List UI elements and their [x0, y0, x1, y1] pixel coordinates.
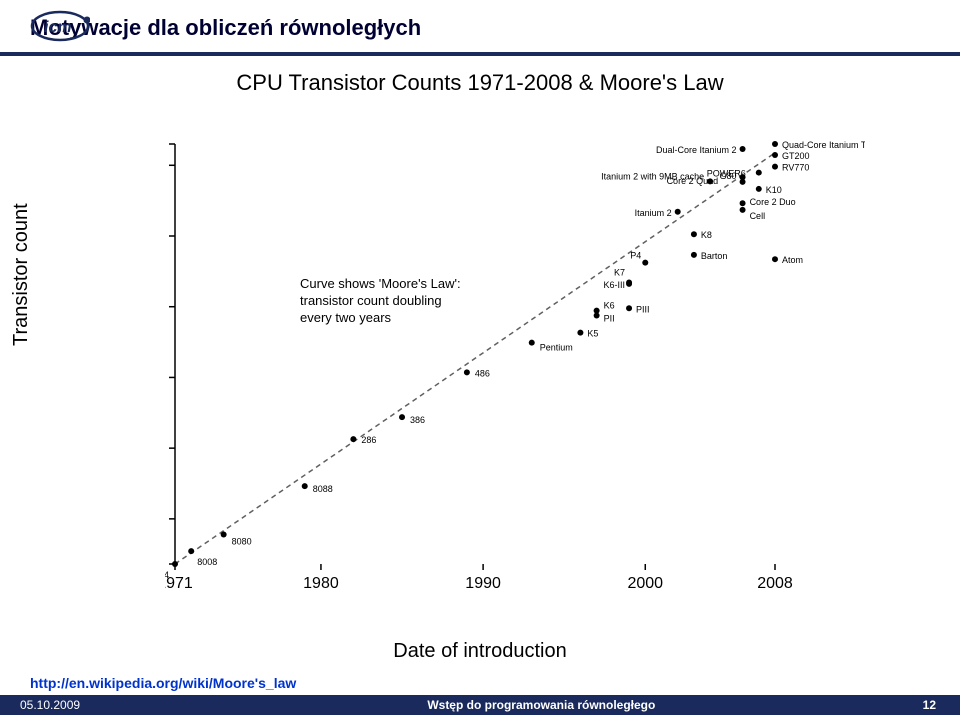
svg-text:K6-III: K6-III — [604, 280, 626, 290]
svg-text:1971: 1971 — [165, 575, 193, 592]
svg-text:RV770: RV770 — [782, 163, 809, 173]
slide-header: Motywacje dla obliczeń równoległych icm — [0, 0, 960, 56]
svg-text:PIII: PIII — [636, 304, 650, 314]
slide-title: Motywacje dla obliczeń równoległych — [0, 15, 960, 41]
svg-text:2008: 2008 — [757, 575, 793, 592]
svg-text:GT200: GT200 — [782, 151, 810, 161]
svg-text:386: 386 — [410, 415, 425, 425]
svg-text:K10: K10 — [766, 185, 782, 195]
svg-text:8088: 8088 — [313, 484, 333, 494]
svg-text:Cell: Cell — [750, 211, 766, 221]
svg-text:P4: P4 — [630, 251, 641, 261]
svg-text:K6: K6 — [604, 301, 615, 311]
svg-text:PII: PII — [604, 314, 615, 324]
svg-text:8008: 8008 — [197, 557, 217, 567]
y-axis-label: Transistor count — [10, 203, 33, 346]
svg-text:icm: icm — [44, 19, 72, 36]
footer-center: Wstęp do programowania równoległego — [160, 698, 923, 712]
svg-text:K5: K5 — [587, 329, 598, 339]
svg-text:POWER6: POWER6 — [707, 169, 746, 179]
footer-page: 12 — [923, 698, 960, 712]
svg-text:286: 286 — [361, 435, 376, 445]
svg-text:Itanium 2 with 9MB cache: Itanium 2 with 9MB cache — [601, 171, 704, 181]
svg-text:1980: 1980 — [303, 575, 339, 592]
chart-title: CPU Transistor Counts 1971-2008 & Moore'… — [0, 70, 960, 96]
footer-date: 05.10.2009 — [0, 698, 160, 712]
plot-svg: 2,30010,000100,0001,000,00010,000,000100… — [165, 134, 865, 604]
svg-text:Atom: Atom — [782, 255, 803, 265]
svg-text:Dual-Core Itanium 2: Dual-Core Itanium 2 — [656, 145, 737, 155]
svg-text:K8: K8 — [701, 230, 712, 240]
slide-footer: 05.10.2009 Wstęp do programowania równol… — [0, 695, 960, 715]
svg-text:8080: 8080 — [232, 537, 252, 547]
svg-text:1990: 1990 — [465, 575, 501, 592]
note-box: Curve shows 'Moore's Law':transistor cou… — [300, 276, 461, 327]
svg-text:4004: 4004 — [165, 570, 169, 580]
svg-text:486: 486 — [475, 368, 490, 378]
svg-text:K7: K7 — [614, 268, 625, 278]
x-axis-label: Date of introduction — [0, 640, 960, 663]
svg-text:Itanium 2: Itanium 2 — [635, 208, 672, 218]
svg-text:Pentium: Pentium — [540, 343, 573, 353]
svg-text:Quad-Core Itanium Tukwila: Quad-Core Itanium Tukwila — [782, 140, 865, 150]
svg-text:Core 2 Duo: Core 2 Duo — [750, 197, 796, 207]
logo-icm: icm — [0, 6, 90, 48]
svg-text:2000: 2000 — [627, 575, 663, 592]
svg-text:Barton: Barton — [701, 251, 728, 261]
chart-area: CPU Transistor Counts 1971-2008 & Moore'… — [0, 56, 960, 685]
scatter-plot: 2,30010,000100,0001,000,00010,000,000100… — [165, 134, 865, 604]
source-link[interactable]: http://en.wikipedia.org/wiki/Moore's_law — [30, 675, 296, 691]
